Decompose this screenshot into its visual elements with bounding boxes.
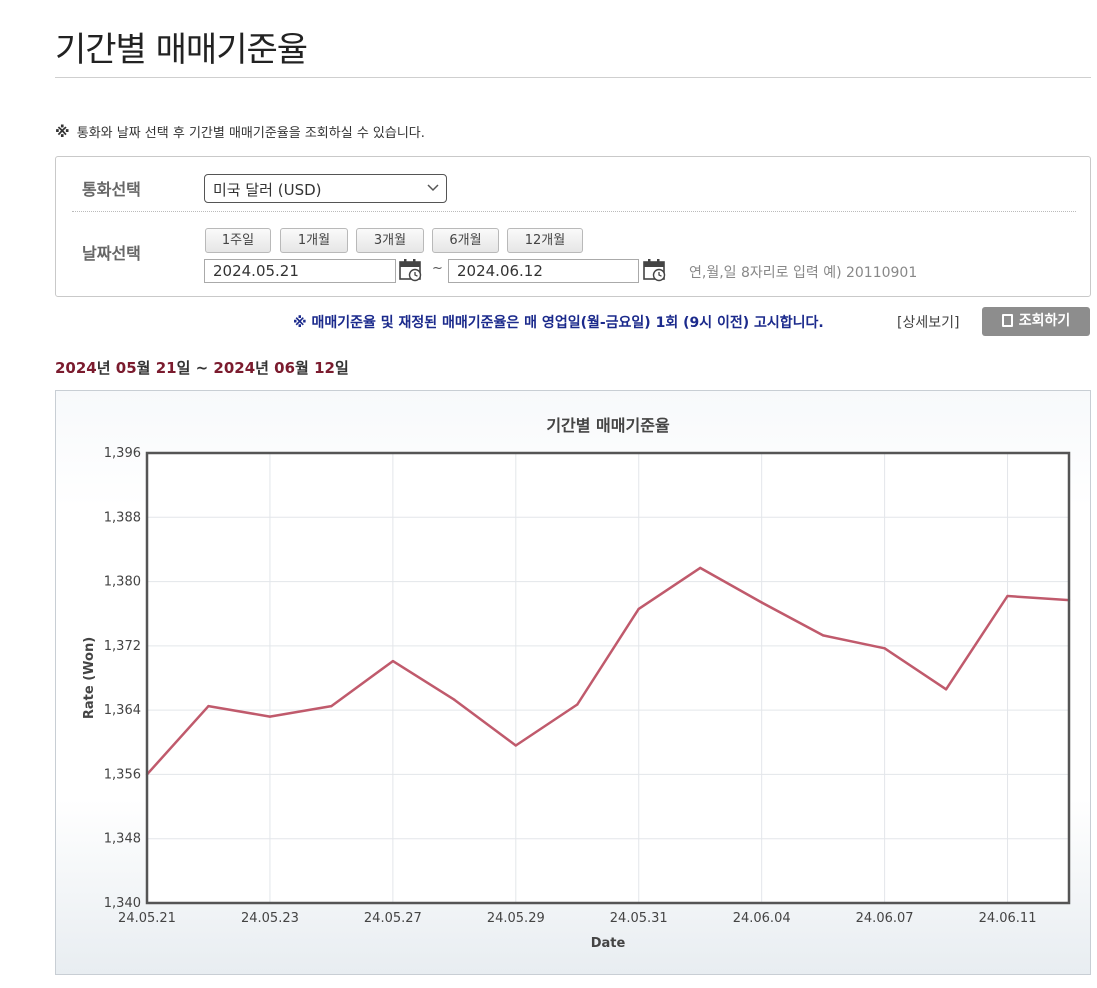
range-start-year: 2024 — [55, 359, 97, 377]
y-tick-label: 1,396 — [104, 446, 141, 461]
page-title: 기간별 매매기준율 — [55, 30, 308, 70]
data-point — [944, 688, 948, 691]
notice-mark: ※ — [55, 123, 70, 141]
date-format-hint: 연,월,일 8자리로 입력 예) 20110901 — [689, 265, 918, 281]
period-button-1week[interactable]: 1주일 — [205, 228, 271, 253]
data-point — [1006, 594, 1009, 598]
range-unit: 월 — [136, 359, 156, 377]
x-tick-label: 24.05.27 — [364, 911, 422, 926]
period-button-6months[interactable]: 6개월 — [432, 228, 499, 253]
data-point — [207, 704, 210, 708]
plot-area — [147, 453, 1069, 903]
x-tick-label: 24.05.21 — [118, 911, 176, 926]
data-point — [883, 647, 886, 650]
x-tick-label: 24.06.04 — [733, 911, 791, 926]
data-point — [576, 703, 579, 706]
x-tick-label: 24.05.23 — [241, 911, 299, 926]
end-date-input[interactable]: 2024.06.12 — [448, 259, 639, 283]
range-unit: 년 — [255, 359, 275, 377]
y-tick-label: 1,372 — [104, 639, 141, 654]
currency-select-value: 미국 달러 (USD) — [213, 181, 322, 199]
search-button-label: 조회하기 — [1018, 313, 1071, 329]
detail-link[interactable]: [상세보기] — [897, 315, 960, 331]
form-row-divider — [72, 211, 1076, 212]
y-tick-label: 1,356 — [104, 767, 141, 782]
y-tick-label: 1,380 — [104, 575, 141, 590]
rate-line-chart: 1,340 1,348 1,356 1,364 1,372 1,380 1,388 1,396… — [82, 416, 1071, 951]
search-form: 통화선택 미국 달러 (USD) 날짜선택 1주일 1개월 3개월 6개월 12… — [55, 156, 1091, 297]
calendar-icon[interactable] — [643, 258, 667, 282]
period-button-3months[interactable]: 3개월 — [356, 228, 424, 253]
x-tick-label: 24.06.07 — [856, 911, 914, 926]
range-unit: 일 ~ — [176, 359, 214, 377]
range-unit: 월 — [295, 359, 315, 377]
data-point — [453, 698, 456, 701]
currency-label: 통화선택 — [82, 180, 141, 199]
search-button[interactable]: 조회하기 — [982, 307, 1090, 336]
series-line — [146, 566, 1070, 776]
x-axis-label: Date — [591, 936, 626, 951]
y-tick-label: 1,340 — [104, 896, 141, 911]
notice-text: 통화와 날짜 선택 후 기간별 매매기준율을 조회하실 수 있습니다. — [76, 126, 425, 141]
currency-select[interactable]: 미국 달러 (USD) — [204, 174, 447, 203]
range-unit: 년 — [96, 359, 116, 377]
y-tick-label: 1,388 — [104, 510, 141, 525]
x-tick-label: 24.05.29 — [487, 911, 545, 926]
data-point — [514, 744, 517, 747]
data-point — [760, 601, 763, 604]
notice: ※ 통화와 날짜 선택 후 기간별 매매기준율을 조회하실 수 있습니다. — [55, 122, 425, 141]
range-start-month: 05 — [115, 359, 137, 377]
chart-title: 기간별 매매기준율 — [546, 416, 670, 435]
period-button-12months[interactable]: 12개월 — [507, 228, 583, 253]
document-icon — [1001, 314, 1013, 327]
title-divider — [55, 77, 1091, 78]
range-end-year: 2024 — [213, 359, 256, 377]
data-point — [637, 607, 640, 611]
data-point — [821, 634, 825, 637]
announcement-text: ※ 매매기준율 및 재정된 매매기준율은 매 영업일(월-금요일) 1회 (9시… — [293, 315, 824, 331]
chart-panel: 1,340 1,348 1,356 1,364 1,372 1,380 1,388 1,396… — [55, 390, 1091, 975]
x-tick-label: 24.05.31 — [610, 911, 668, 926]
chevron-down-icon — [426, 177, 440, 203]
data-point — [391, 659, 395, 663]
range-unit: 일 — [334, 359, 349, 377]
calendar-icon[interactable] — [399, 258, 423, 282]
y-tick-label: 1,364 — [104, 703, 141, 718]
plot-border — [145, 451, 1071, 905]
x-tick-label: 24.06.11 — [979, 911, 1037, 926]
data-point — [268, 715, 272, 718]
date-label: 날짜선택 — [82, 244, 141, 263]
selected-range: 2024년 05월 21일 ~ 2024년 06월 12일 — [55, 357, 349, 378]
data-point — [699, 566, 702, 570]
y-axis-label: Rate (Won) — [82, 637, 97, 719]
data-point — [330, 704, 333, 708]
range-start-day: 21 — [155, 359, 177, 377]
date-range-separator: ~ — [432, 261, 443, 276]
period-button-1month[interactable]: 1개월 — [280, 228, 348, 253]
y-tick-label: 1,348 — [104, 832, 141, 847]
range-end-month: 06 — [274, 359, 296, 377]
start-date-input[interactable]: 2024.05.21 — [204, 259, 396, 283]
range-end-day: 12 — [314, 359, 335, 377]
